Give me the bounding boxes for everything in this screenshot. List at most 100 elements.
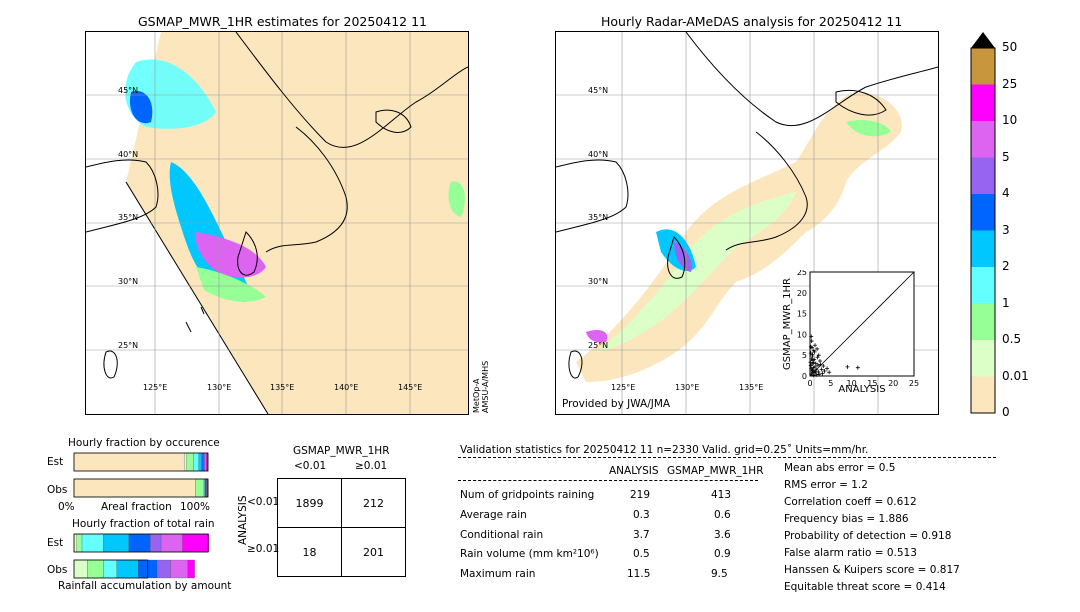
rainfrac-chart bbox=[73, 533, 209, 579]
stacked-bar-segment bbox=[203, 452, 206, 472]
colorbar-segment bbox=[971, 230, 995, 267]
stacked-bar-frame bbox=[73, 533, 209, 553]
validation-row-analysis: 11.5 bbox=[627, 568, 651, 580]
validation-row-analysis: 0.5 bbox=[633, 548, 650, 560]
scatter-diagonal bbox=[809, 271, 915, 377]
scatter-point bbox=[810, 354, 815, 359]
scatter-point bbox=[827, 370, 832, 375]
colorbar-over-arrow bbox=[971, 32, 995, 48]
stacked-bar-segment bbox=[128, 533, 151, 553]
colorbar-label: 0.5 bbox=[1002, 332, 1022, 346]
right-lon-label-125: 125°E bbox=[611, 383, 636, 392]
left-map-title: GSMAP_MWR_1HR estimates for 20250412 11 bbox=[138, 14, 427, 29]
left-lat-label-30: 30°N bbox=[118, 277, 139, 286]
contingency-col-label-lt: <0.01 bbox=[294, 460, 327, 472]
validation-row-gsmap: 0.6 bbox=[714, 509, 731, 521]
validation-header-rule bbox=[458, 457, 996, 458]
right-lat-label-40: 40°N bbox=[588, 150, 609, 159]
left-map-canvas bbox=[86, 32, 468, 414]
score-hk: Hanssen & Kuipers score = 0.817 bbox=[784, 564, 960, 576]
validation-row-gsmap: 3.6 bbox=[714, 529, 731, 541]
scatter-point bbox=[814, 367, 819, 372]
right-rain-hokkaido bbox=[846, 120, 891, 137]
left-lon-label-125: 125°E bbox=[143, 383, 168, 392]
colorbar-segment bbox=[971, 376, 995, 413]
validation-row-analysis: 0.3 bbox=[633, 509, 650, 521]
scatter-point bbox=[812, 349, 817, 354]
stacked-bar-frame bbox=[73, 478, 209, 498]
stacked-bar-segment bbox=[87, 559, 104, 579]
score-frequency-bias: Frequency bias = 1.886 bbox=[784, 513, 909, 525]
scatter-point bbox=[815, 355, 820, 360]
scatter-point bbox=[814, 372, 819, 377]
colorbar-segment bbox=[971, 157, 995, 194]
colorbar-label: 1 bbox=[1002, 295, 1010, 310]
scatter-point bbox=[817, 359, 822, 364]
validation-row-analysis: 219 bbox=[630, 489, 651, 501]
stacked-bar-segment bbox=[81, 533, 104, 553]
left-lon-label-130: 130°E bbox=[207, 383, 232, 392]
contingency-table: 1899 212 18 201 bbox=[277, 478, 406, 577]
scatter-plot: 0 5 10 15 20 25 0 5 10 15 20 25 ANALYSIS GSMAP_MWR_… bbox=[782, 270, 919, 395]
stacked-bar-segment bbox=[186, 452, 194, 472]
validation-row-gsmap: 9.5 bbox=[711, 568, 728, 580]
occurrence-chart bbox=[73, 452, 209, 498]
colorbar-label: 50 bbox=[1002, 40, 1018, 54]
scatter-xtick: 20 bbox=[888, 379, 898, 388]
scatter-point bbox=[810, 361, 815, 366]
validation-row-label: Rain volume (mm km²10⁶) bbox=[460, 548, 599, 560]
stacked-bar-segment bbox=[103, 533, 130, 553]
stacked-bar-segment bbox=[73, 452, 185, 472]
right-rain-south bbox=[586, 330, 608, 343]
right-lat-label-25: 25°N bbox=[588, 341, 609, 350]
colorbar-label: 5 bbox=[1002, 149, 1010, 164]
right-coastlines bbox=[556, 32, 938, 379]
left-lat-label-35: 35°N bbox=[118, 213, 139, 222]
left-rain-blob-kyushu-core bbox=[195, 232, 266, 278]
rainfrac-est-label: Est bbox=[47, 537, 64, 549]
scatter-xtick: 15 bbox=[867, 379, 877, 388]
right-lon-label-130: 130°E bbox=[675, 383, 700, 392]
contingency-title: GSMAP_MWR_1HR bbox=[293, 445, 390, 457]
validation-row-label: Maximum rain bbox=[460, 568, 536, 580]
scatter-point bbox=[809, 339, 814, 344]
score-mean-abs-error: Mean abs error = 0.5 bbox=[784, 462, 896, 474]
colorbar-segment bbox=[971, 48, 995, 85]
contingency-cell-11: 1899 bbox=[277, 478, 342, 528]
colorbar-label: 2 bbox=[1002, 259, 1010, 273]
scatter-point bbox=[811, 373, 816, 378]
contingency-row-label-lt: <0.01 bbox=[247, 496, 280, 508]
rainfrac-xlabel: Rainfall accumulation by amount bbox=[58, 580, 232, 592]
scatter-ytick: 20 bbox=[797, 289, 807, 298]
stacked-bar-segment bbox=[204, 452, 207, 472]
provider-label: Provided by JWA/JMA bbox=[562, 398, 671, 410]
validation-row-label: Num of gridpoints raining bbox=[460, 489, 595, 501]
colorbar-segment bbox=[971, 121, 995, 158]
stacked-bar-segment bbox=[201, 452, 204, 472]
colorbar-segment bbox=[971, 303, 995, 340]
stacked-bar-segment bbox=[195, 478, 205, 498]
scatter-point bbox=[817, 372, 822, 377]
scatter-xtick: 0 bbox=[807, 379, 812, 388]
scatter-point bbox=[818, 362, 823, 367]
scatter-point bbox=[809, 334, 814, 339]
scatter-point bbox=[825, 366, 830, 371]
scatter-ytick: 10 bbox=[797, 330, 807, 339]
validation-row-label: Average rain bbox=[460, 509, 527, 521]
colorbar-label: 25 bbox=[1002, 76, 1018, 91]
scatter-ylabel: GSMAP_MWR_1HR bbox=[782, 278, 793, 370]
occurrence-obs-label: Obs bbox=[47, 484, 68, 496]
occurrence-xlabel: Areal fraction bbox=[101, 501, 172, 513]
contingency-col-label-ge: ≥0.01 bbox=[355, 460, 388, 472]
left-lat-label-25: 25°N bbox=[118, 341, 139, 350]
scatter-ytick: 15 bbox=[797, 310, 807, 319]
stacked-bar-frame bbox=[73, 452, 209, 472]
colorbar-segment bbox=[971, 84, 995, 121]
scatter-xtick: 25 bbox=[909, 379, 919, 388]
left-map: 45°N 40°N 35°N 30°N 25°N 125°E 130°E 135… bbox=[85, 31, 469, 415]
validation-table-rule bbox=[458, 480, 758, 481]
right-map-canvas bbox=[556, 32, 938, 414]
left-lon-label-140: 140°E bbox=[334, 383, 359, 392]
colorbar-segment bbox=[971, 194, 995, 231]
stacked-bar-segment bbox=[103, 559, 118, 579]
